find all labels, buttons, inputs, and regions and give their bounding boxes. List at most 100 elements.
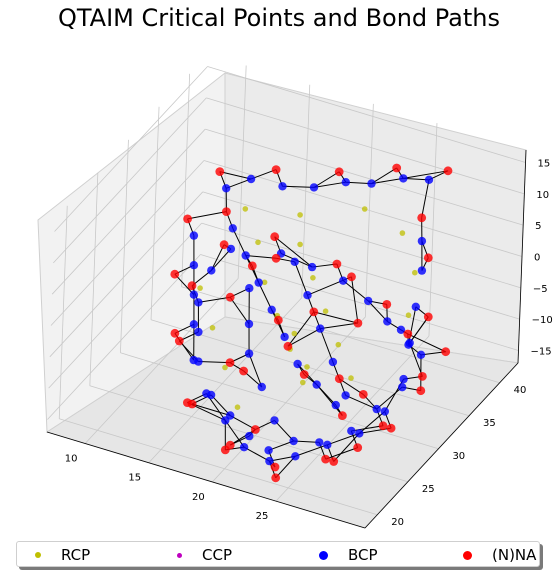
point-nna [174,336,184,346]
grid-line-y [120,352,439,450]
point-nna [378,421,388,431]
point-bcp [207,266,216,275]
point-nna [418,372,427,381]
point-bcp [270,416,279,425]
grid-line-x [84,278,239,444]
point-bcp [398,383,407,392]
point-bcp [396,325,406,334]
point-rcp [399,230,406,236]
bond-path [187,211,227,220]
point-bcp [194,298,203,307]
bond-path [210,244,225,271]
point-bcp [241,251,250,260]
tick-labels: 10 15 20 25 20 25 30 35 40 −15 −10 −5 0 5 10 15 [65,159,553,528]
point-rcp [197,285,203,291]
point-nna [219,240,229,250]
grid-line-z [51,128,206,295]
point-nna [225,440,235,450]
legend-label-bcp: BCP [348,546,378,564]
point-nna [403,329,413,339]
bond-path [243,446,270,462]
point-bcp [372,404,381,414]
grid-line-z [47,254,201,420]
point-nna [239,366,249,376]
z-tick-label: 0 [534,253,540,264]
legend-item-ccp: CCP [177,545,232,565]
bond-path [191,403,231,416]
legend-marker-ccp [177,552,182,558]
point-nna [329,457,339,466]
point-rcp [300,379,306,386]
point-rcp [335,341,342,348]
grid-line-z [54,66,208,232]
point-nna [187,281,197,291]
grid-line-x [275,335,430,502]
point-bcp [312,380,321,389]
point-bcp [424,175,434,184]
legend-item-nna: (N)NA [463,545,536,565]
grid-line-z [205,128,524,226]
y-tick-label: 30 [452,451,465,462]
z-tick-label: 5 [535,221,541,232]
x-tick-label: 25 [256,511,269,522]
point-bcp [341,178,350,187]
point-bcp [244,319,254,329]
point-bcp [347,426,356,436]
point-nna [353,318,363,328]
bond-path [198,296,231,303]
point-nna [283,341,293,351]
bond-path [269,455,296,462]
bond-path [342,280,369,302]
legend-label-ccp: CCP [202,546,232,564]
point-bcp [290,257,299,266]
bond-path [219,171,252,180]
point-bcp [189,231,199,240]
point-nna [225,358,235,367]
point-bcp [339,276,348,285]
bond-path [287,328,321,347]
z-tick-label: −5 [533,284,548,295]
point-nna [358,390,368,399]
bond-path [245,254,277,259]
bond-path [210,248,232,271]
bond-path [225,178,252,189]
point-bcp [245,284,254,293]
bond-path [371,177,404,185]
point-rcp [261,279,268,286]
point-rcp [297,212,303,218]
back-pane [224,72,527,364]
legend-label-rcp: RCP [61,546,91,564]
point-bcp [291,452,300,461]
z-tick-label: 10 [536,190,549,201]
bond-path [407,333,446,353]
bond-path [320,322,358,330]
point-rcp [361,206,368,212]
bond-path [408,306,417,345]
bond-path [295,444,328,457]
point-rcp [322,308,329,315]
point-rcp [304,364,310,370]
bond-path [229,429,256,446]
point-nna [225,292,235,302]
point-nna [222,207,231,217]
point-bcp [328,357,338,367]
point-bcp [206,390,216,400]
point-bcp [189,290,199,299]
grid-line-x [148,297,303,463]
point-rcp [412,269,418,276]
bond-path [250,169,277,180]
z-tick-label: −10 [532,315,553,326]
z-tick-label: −15 [530,346,551,357]
point-bcp [289,436,298,446]
point-bcp [417,236,427,246]
bond-path [421,179,430,218]
point-bcp [303,291,312,300]
bond-path [351,425,384,432]
legend-item-bcp: BCP [319,545,378,565]
grid-line-y [150,319,470,417]
point-nna [423,312,433,322]
y-tick-label: 25 [422,484,435,495]
grid-line-z [49,191,204,358]
bond-path [345,394,377,410]
